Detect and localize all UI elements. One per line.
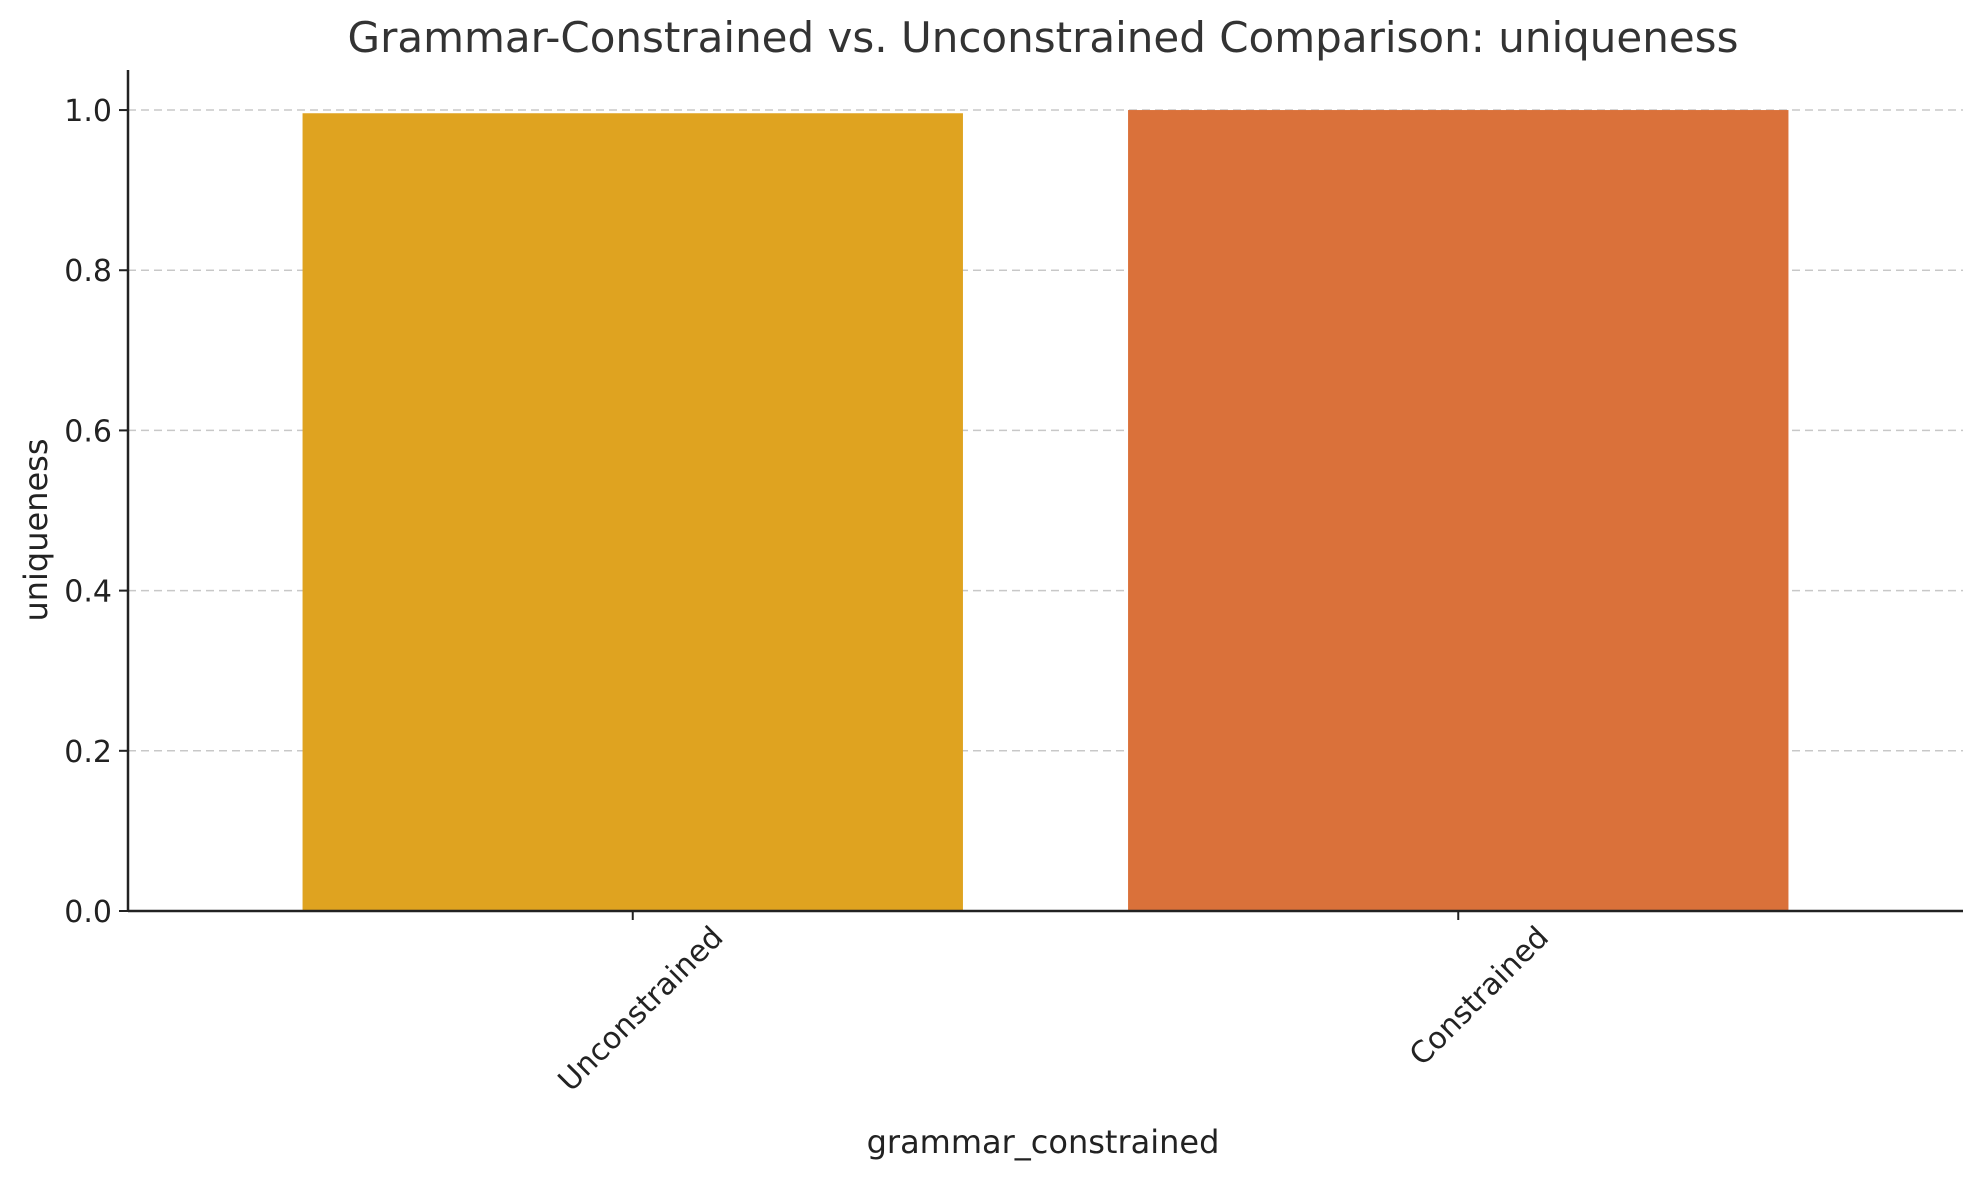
y-tick-label: 0.8: [64, 254, 112, 289]
y-axis-label: uniqueness: [17, 438, 55, 621]
x-axis-label: grammar_constrained: [867, 1123, 1220, 1161]
x-ticks: Unconstrained Constrained: [552, 911, 1556, 1099]
bar-unconstrained: [302, 113, 963, 912]
y-tick-label: 0.4: [64, 575, 112, 610]
y-tick-label: 1.0: [64, 94, 112, 129]
bar-constrained: [1128, 110, 1789, 912]
y-tick-label: 0.0: [64, 895, 112, 930]
chart-title: Grammar-Constrained vs. Unconstrained Co…: [348, 13, 1739, 62]
x-tick-label: Unconstrained: [552, 920, 731, 1099]
x-tick-label: Constrained: [1403, 920, 1556, 1073]
bars: [302, 110, 1789, 912]
axes: [126, 70, 1963, 913]
y-tick-label: 0.2: [64, 735, 112, 770]
y-ticks: 0.0 0.2 0.4 0.6 0.8 1.0: [64, 94, 128, 930]
y-tick-label: 0.6: [64, 414, 112, 449]
